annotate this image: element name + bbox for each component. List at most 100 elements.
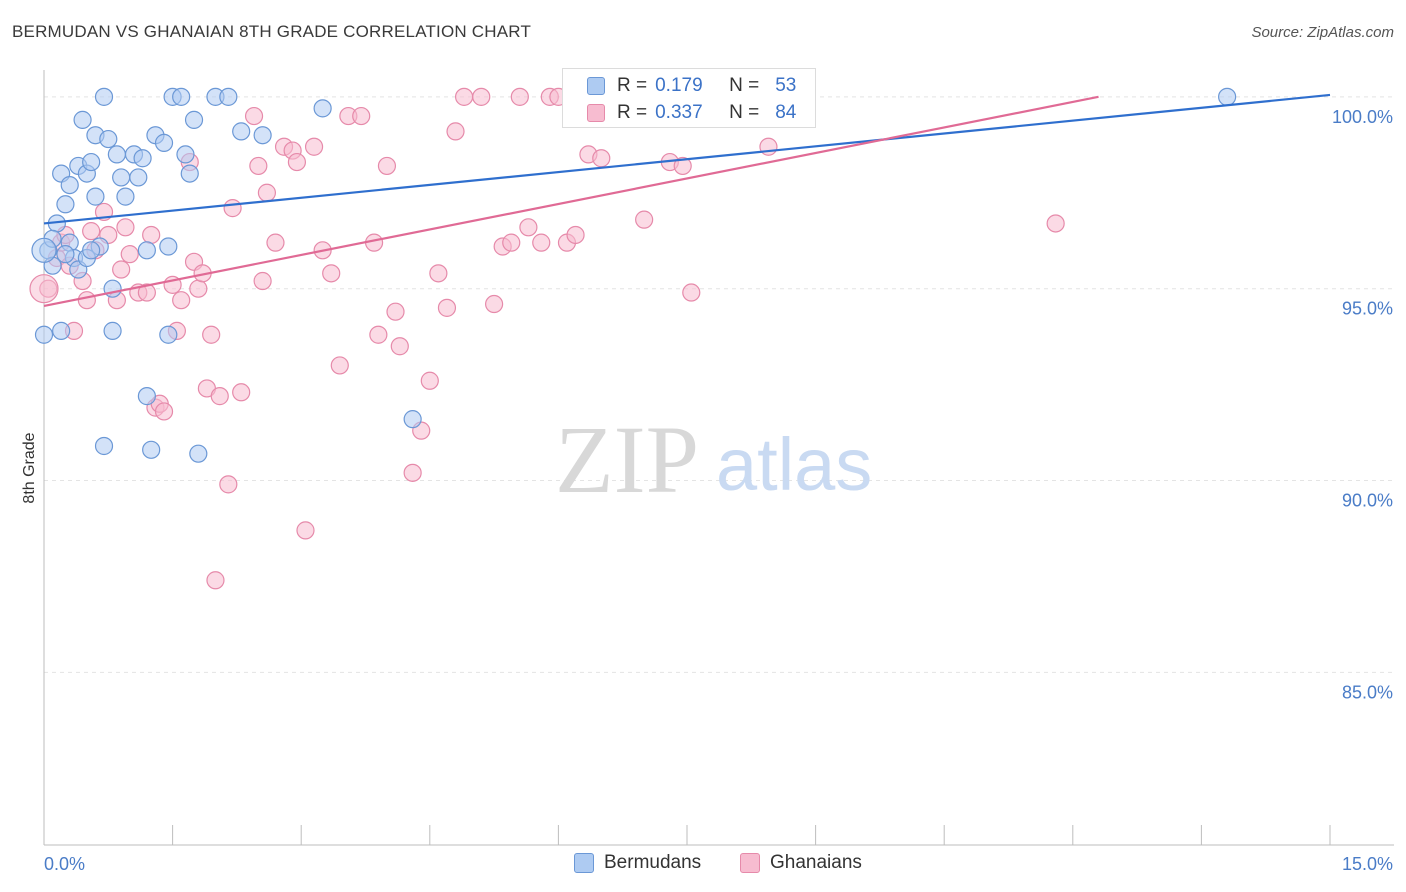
ghanaians-point <box>635 210 654 229</box>
x-tick-label: 0.0% <box>44 854 85 874</box>
y-tick-label: 100.0% <box>1332 107 1393 127</box>
x-tick-labels: 0.0% 15.0% <box>44 854 1393 874</box>
bermudans-point <box>56 195 75 214</box>
ghanaians-point <box>390 337 409 356</box>
bermudans-point <box>172 87 191 106</box>
ghanaians-point <box>137 283 156 302</box>
ghanaians-point <box>566 225 585 245</box>
bermudans-point <box>56 245 75 264</box>
bermudans-point <box>73 110 92 129</box>
bermudans-point <box>129 168 148 187</box>
x-tick-label: 15.0% <box>1342 854 1393 874</box>
watermark: ZIP atlas <box>555 406 872 513</box>
legend-n-label: N = <box>729 102 760 123</box>
watermark-atlas: atlas <box>716 423 872 506</box>
legend-item-ghanaians[interactable]: Ghanaians <box>740 852 862 874</box>
ghanaians-point <box>472 87 491 106</box>
ghanaians-point <box>77 291 96 310</box>
legend-n-label: N = <box>729 75 760 96</box>
ghanaians-point <box>403 463 422 482</box>
y-tick-labels: 85.0% 90.0% 95.0% 100.0% <box>1332 107 1393 702</box>
watermark-zip: ZIP <box>555 406 699 513</box>
bermudans-point <box>159 237 178 256</box>
bermudans-point <box>107 145 126 164</box>
ghanaians-point <box>244 106 264 126</box>
ghanaians-point <box>253 271 272 291</box>
bermudans-point <box>137 241 156 260</box>
ghanaians-point <box>352 106 371 126</box>
ghanaians-point <box>369 325 388 344</box>
legend-swatch-pink <box>587 104 605 122</box>
ghanaians-point <box>502 233 521 252</box>
ghanaians-point <box>232 383 251 402</box>
bermudans-point <box>219 87 238 106</box>
source-credit: Source: ZipAtlas.com <box>1251 24 1394 41</box>
bermudans-point <box>1218 87 1237 106</box>
ghanaians-point <box>446 122 465 141</box>
y-tick-label: 95.0% <box>1342 299 1393 319</box>
legend-swatch-blue <box>587 77 605 95</box>
ghanaians-point <box>1046 214 1065 233</box>
bermudans-point <box>82 241 101 260</box>
bermudans-trend-line <box>43 93 1331 225</box>
ghanaians-point <box>189 279 208 298</box>
ghanaians-point <box>532 233 551 252</box>
ghanaians-point <box>592 149 611 168</box>
ghanaians-point <box>82 222 101 241</box>
bermudans-points <box>31 87 1237 463</box>
bermudans-point <box>86 187 105 206</box>
legend-r-label: R = <box>617 102 648 123</box>
legend-r-label: R = <box>617 75 648 96</box>
chart-title: BERMUDAN VS GHANAIAN 8TH GRADE CORRELATI… <box>12 22 532 41</box>
gridlines <box>44 96 1394 673</box>
legend-n-value: 53 <box>775 75 797 96</box>
bermudans-point <box>189 444 208 463</box>
ghanaians-point <box>120 245 139 264</box>
ghanaians-point <box>330 356 349 375</box>
series-legend: Bermudans Ghanaians <box>0 852 1406 878</box>
ghanaians-point <box>287 152 307 172</box>
y-tick-label: 90.0% <box>1342 491 1393 511</box>
bermudans-point <box>94 436 114 456</box>
bermudans-point <box>154 133 174 152</box>
legend-row-bermudans: R = 0.179 N = 53 <box>587 73 796 99</box>
legend-label-bermudans: Bermudans <box>604 852 702 873</box>
bermudans-point <box>60 175 79 195</box>
ghanaians-point <box>219 475 238 494</box>
ghanaians-point <box>116 218 135 237</box>
bermudans-point <box>52 321 71 340</box>
ghanaians-point <box>420 371 439 390</box>
bermudans-point <box>142 440 161 459</box>
ghanaians-point <box>429 264 448 283</box>
ghanaians-point <box>673 156 692 176</box>
trend-lines <box>43 93 1331 308</box>
bermudans-point <box>180 164 199 183</box>
bermudans-point <box>116 187 135 206</box>
ghanaians-point <box>257 183 277 202</box>
bermudans-point <box>112 168 131 187</box>
ghanaians-point <box>29 274 59 304</box>
bermudans-point <box>159 325 178 344</box>
ghanaians-point <box>210 387 229 406</box>
y-tick-label: 85.0% <box>1342 682 1393 702</box>
legend-label-ghanaians: Ghanaians <box>770 852 862 873</box>
legend-swatch-blue <box>574 853 594 873</box>
ghanaians-point <box>202 325 221 344</box>
bermudans-point <box>99 129 118 149</box>
bermudans-point <box>34 325 54 344</box>
bermudans-point <box>82 152 101 172</box>
ghanaians-point <box>296 521 315 540</box>
legend-item-bermudans[interactable]: Bermudans <box>574 852 701 874</box>
ghanaians-point <box>172 291 191 310</box>
bermudans-point <box>176 145 195 164</box>
bermudans-point <box>31 237 57 263</box>
legend-r-value: 0.337 <box>655 102 703 123</box>
bermudans-point <box>94 87 114 106</box>
bermudans-point <box>133 149 152 168</box>
ghanaians-point <box>377 156 397 176</box>
bermudans-point <box>103 321 122 340</box>
ghanaians-point <box>510 87 529 106</box>
legend-n-value: 84 <box>775 102 797 123</box>
legend-swatch-pink <box>740 853 760 873</box>
